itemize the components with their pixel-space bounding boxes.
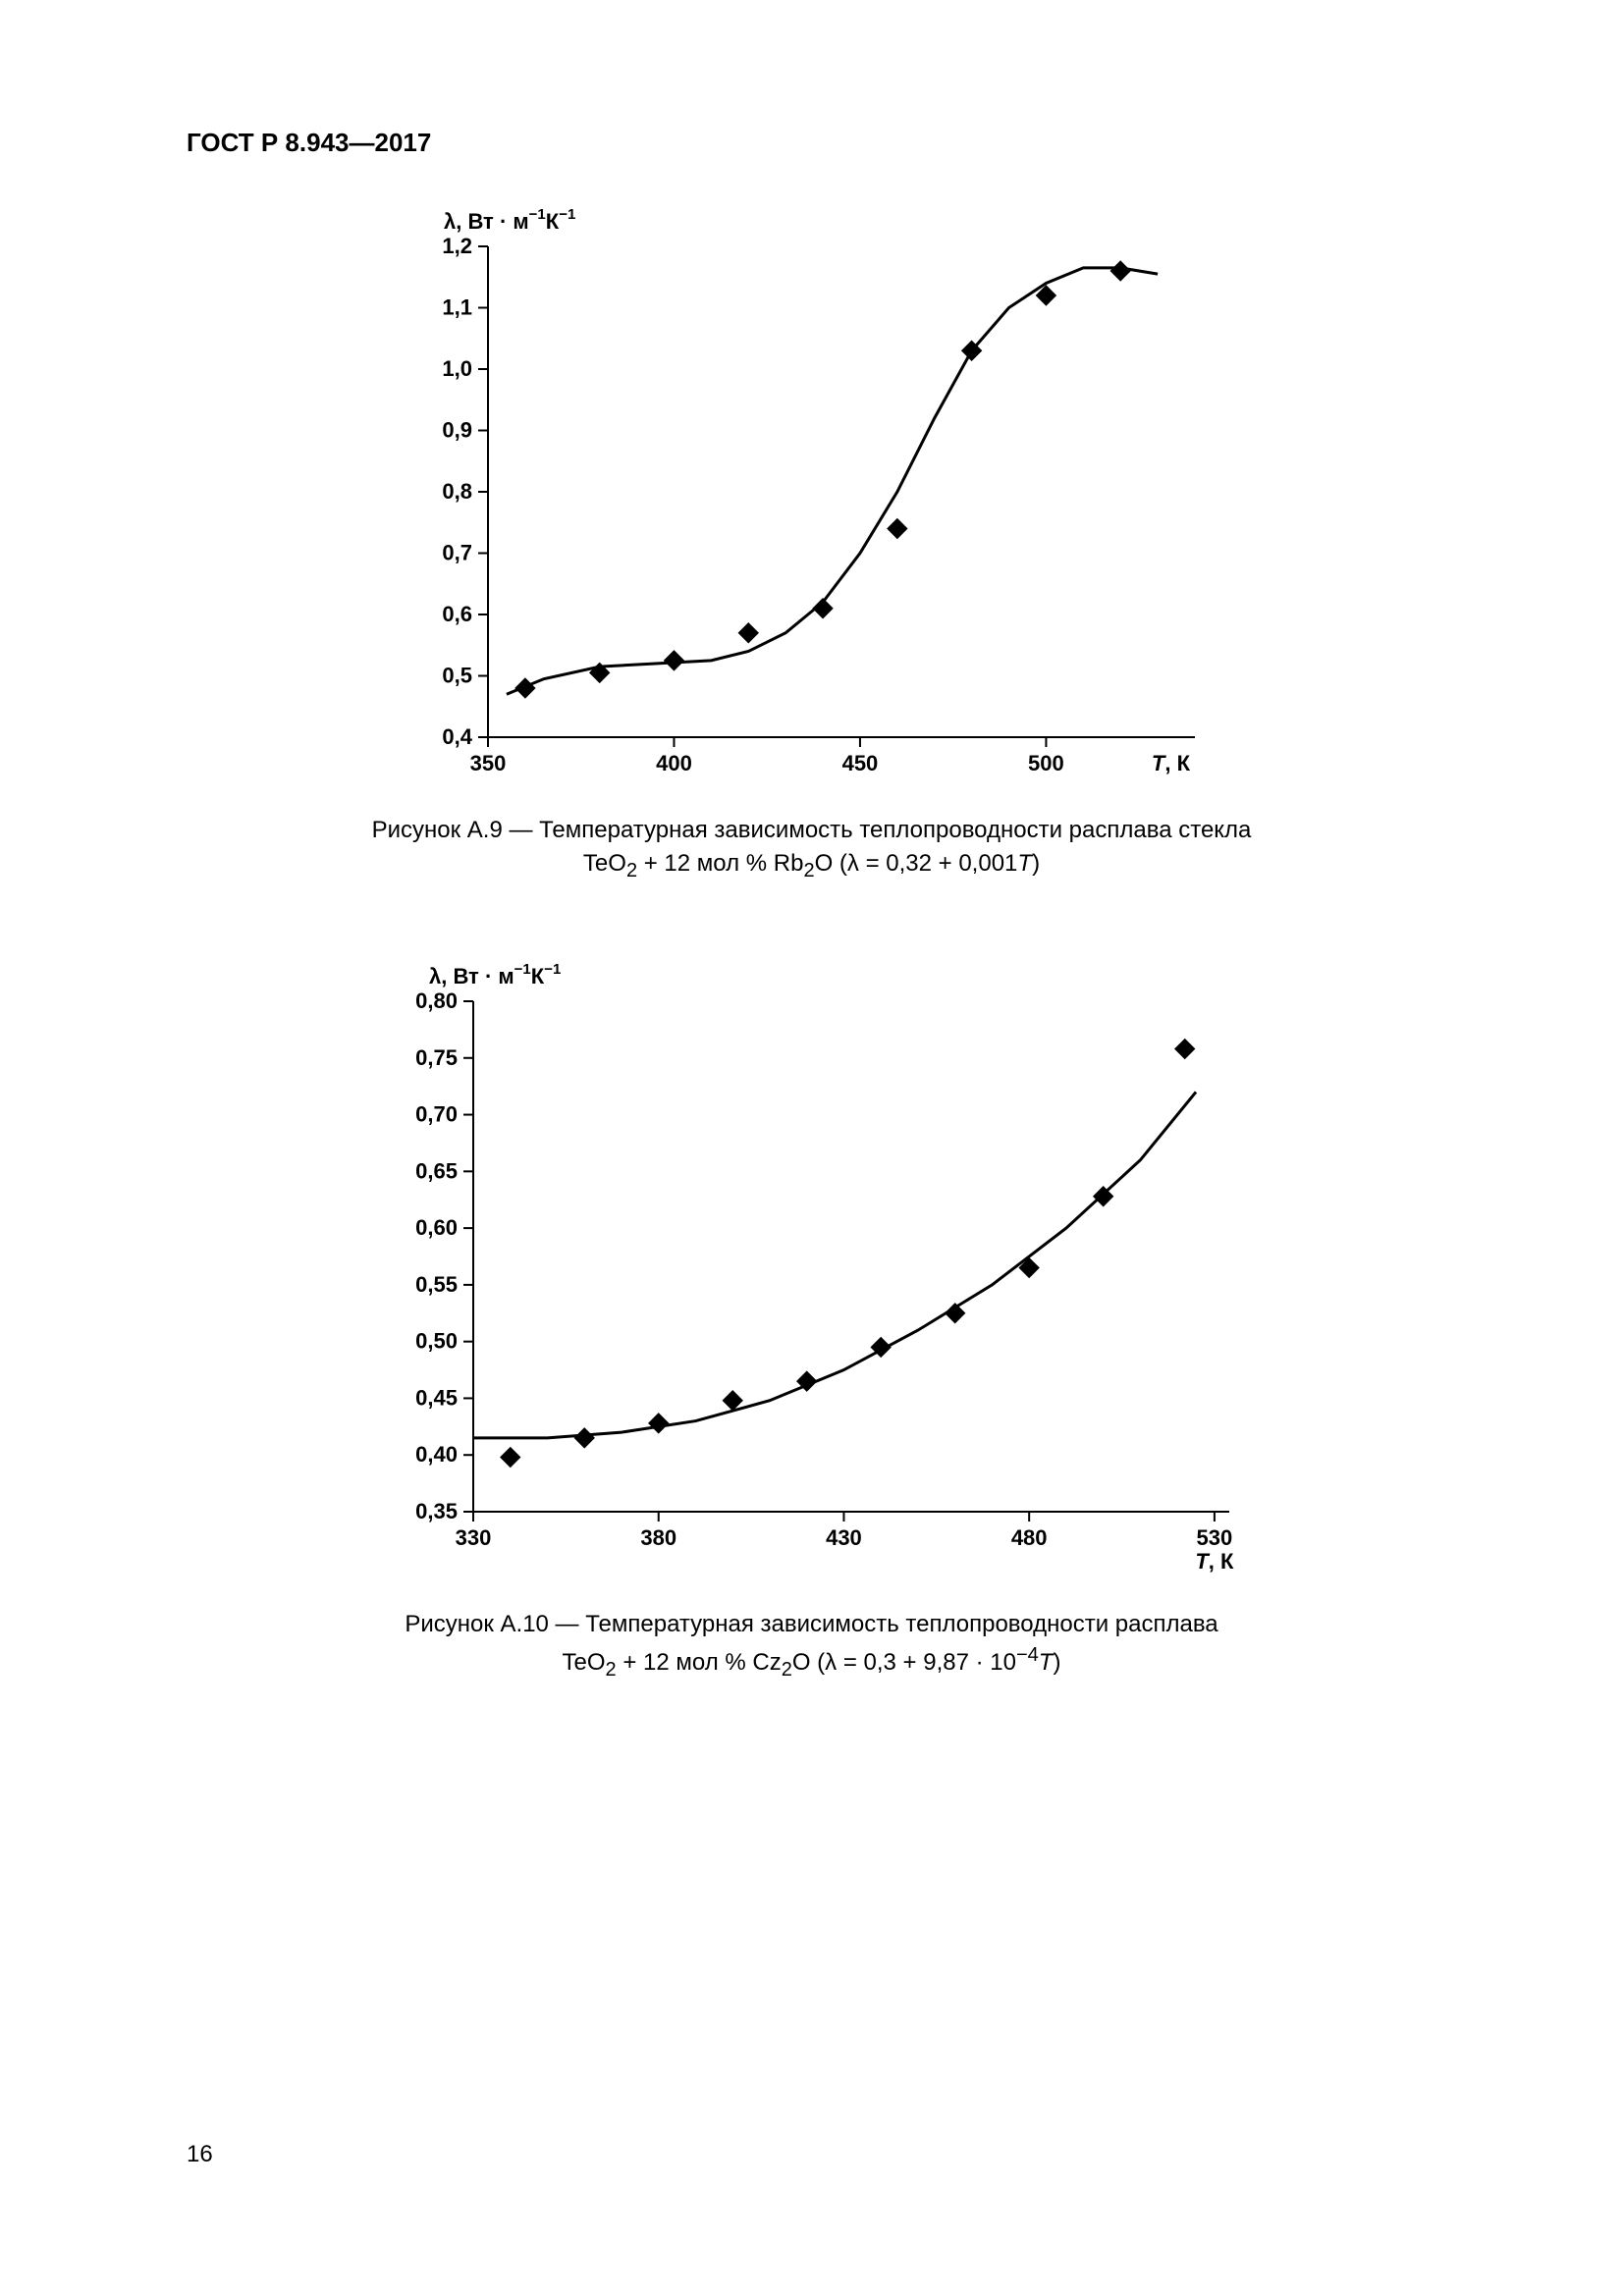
chart-a9: λ, Вт · м−1К−1 0,4 0,5 0,6 0,7 0,8 0,9 1,0 1,1 1,… bbox=[390, 187, 1234, 796]
svg-text:0,8: 0,8 bbox=[442, 479, 472, 504]
svg-text:0,80: 0,80 bbox=[415, 988, 458, 1013]
svg-text:λ, Вт · м−1К−1: λ, Вт · м−1К−1 bbox=[444, 206, 575, 234]
svg-text:380: 380 bbox=[640, 1525, 676, 1550]
svg-text:0,35: 0,35 bbox=[415, 1499, 458, 1523]
svg-text:1,0: 1,0 bbox=[442, 356, 472, 381]
svg-text:0,45: 0,45 bbox=[415, 1386, 458, 1411]
svg-text:T, К: T, К bbox=[1195, 1549, 1234, 1574]
caption-a9-line1: Рисунок А.9 — Температурная зависимость … bbox=[372, 817, 1252, 843]
doc-header: ГОСТ Р 8.943—2017 bbox=[187, 128, 1436, 158]
svg-text:530: 530 bbox=[1196, 1525, 1232, 1550]
figure-a10: λ, Вт · м−1К−1 0,35 0,40 0,45 0,50 0,55 0,60 0,… bbox=[187, 942, 1436, 1682]
caption-a9-line2: TeO2 + 12 мол % Rb2O (λ = 0,32 + 0,001T) bbox=[583, 850, 1040, 877]
svg-text:λ, Вт · м−1К−1: λ, Вт · м−1К−1 bbox=[429, 961, 561, 988]
caption-a9: Рисунок А.9 — Температурная зависимость … bbox=[187, 814, 1436, 883]
caption-a10-line2: TeO2 + 12 мол % Cz2O (λ = 0,3 + 9,87 · 1… bbox=[563, 1649, 1061, 1676]
svg-text:0,65: 0,65 bbox=[415, 1159, 458, 1184]
page: ГОСТ Р 8.943—2017 λ, Вт · м−1К−1 0,4 0,5 0,… bbox=[0, 0, 1623, 2296]
svg-text:0,6: 0,6 bbox=[442, 602, 472, 626]
svg-text:0,50: 0,50 bbox=[415, 1329, 458, 1354]
svg-text:0,60: 0,60 bbox=[415, 1216, 458, 1241]
svg-text:0,40: 0,40 bbox=[415, 1443, 458, 1468]
svg-text:T, К: T, К bbox=[1151, 751, 1190, 775]
svg-text:430: 430 bbox=[826, 1525, 862, 1550]
chart-a10: λ, Вт · м−1К−1 0,35 0,40 0,45 0,50 0,55 0,60 0,… bbox=[355, 942, 1269, 1590]
svg-text:480: 480 bbox=[1010, 1525, 1047, 1550]
svg-text:0,4: 0,4 bbox=[442, 724, 472, 749]
svg-text:0,70: 0,70 bbox=[415, 1102, 458, 1127]
caption-a10-line1: Рисунок А.10 — Температурная зависимость… bbox=[405, 1611, 1217, 1637]
svg-text:0,75: 0,75 bbox=[415, 1045, 458, 1070]
figure-a9: λ, Вт · м−1К−1 0,4 0,5 0,6 0,7 0,8 0,9 1,0 1,1 1,… bbox=[187, 187, 1436, 883]
page-number: 16 bbox=[187, 2141, 213, 2168]
svg-text:1,1: 1,1 bbox=[442, 295, 472, 320]
svg-text:1,2: 1,2 bbox=[442, 234, 472, 258]
svg-text:500: 500 bbox=[1028, 751, 1064, 775]
svg-text:450: 450 bbox=[841, 751, 878, 775]
svg-text:330: 330 bbox=[455, 1525, 491, 1550]
svg-text:0,7: 0,7 bbox=[442, 541, 472, 565]
svg-text:0,9: 0,9 bbox=[442, 418, 472, 443]
svg-text:0,55: 0,55 bbox=[415, 1272, 458, 1297]
svg-text:400: 400 bbox=[656, 751, 692, 775]
svg-text:0,5: 0,5 bbox=[442, 664, 472, 688]
svg-text:350: 350 bbox=[469, 751, 506, 775]
caption-a10: Рисунок А.10 — Температурная зависимость… bbox=[187, 1608, 1436, 1682]
